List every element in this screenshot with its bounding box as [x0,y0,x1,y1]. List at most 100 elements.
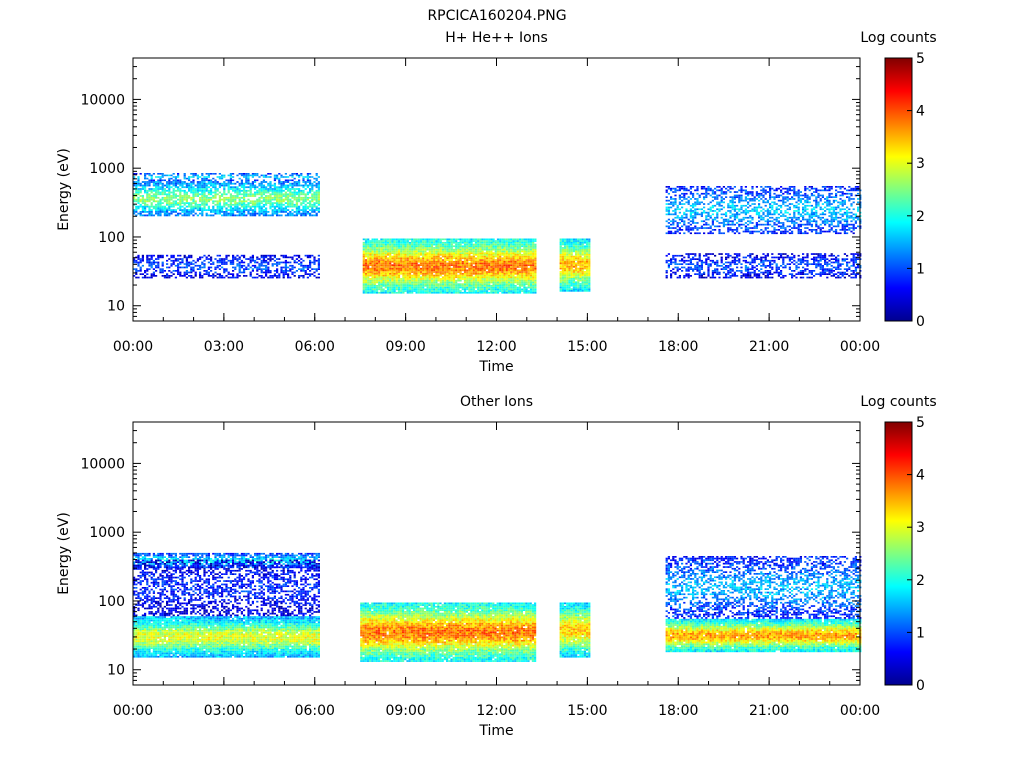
spectrogram-cell [411,254,414,256]
spectrogram-cell [670,273,673,275]
spectrogram-cell [317,254,320,257]
spectrogram-cell [148,211,151,213]
spectrogram-cell [575,266,578,268]
spectrogram-cell [470,264,473,266]
spectrogram-cell [170,211,173,213]
spectrogram-cell [441,276,445,279]
spectrogram-cell [444,266,447,268]
spectrogram-cell [192,209,195,211]
spectrogram-cell [177,202,180,204]
spectrogram-cell [284,254,287,257]
spectrogram-cell [523,283,526,285]
spectrogram-cell [568,271,571,273]
spectrogram-cell [483,266,486,268]
spectrogram-cell [265,209,268,211]
spectrogram-cell [400,248,403,251]
spectrogram-cell [369,269,372,272]
y-axis-label: Energy (eV) [56,148,72,231]
spectrogram-cell [157,181,160,183]
spectrogram-cell [251,203,254,206]
spectrogram-cell [459,259,462,261]
spectrogram-cell [435,243,438,246]
spectrogram-cell [494,274,497,277]
spectrogram-cell [194,193,197,196]
spectrogram-cell [523,278,526,280]
spectrogram-cell [284,270,287,272]
spectrogram-cell [479,264,482,266]
spectrogram-cell [575,240,578,242]
spectrogram-cell [183,177,186,180]
spectrogram-cell [448,262,451,265]
spectrogram-cell [496,286,500,289]
spectrogram-cell [386,274,390,277]
spectrogram-cell [525,286,528,289]
spectrogram-cell [586,262,589,265]
spectrogram-cell [247,211,250,213]
spectrogram-cell [559,276,562,278]
spectrogram-cell [523,247,526,249]
spectrogram-cell [430,260,434,263]
spectrogram-cell [300,268,303,270]
spectrogram-cell [444,248,447,251]
spectrogram-cell [665,191,668,193]
spectrogram-cell [474,276,478,279]
spectrogram-cell [369,241,372,244]
spectrogram-cell [393,259,396,261]
spectrogram-cell [525,247,528,249]
spectrogram-cell [382,260,385,263]
spectrogram-cell [245,214,248,217]
spectrogram-cell [433,254,436,256]
spectrogram-cell [430,286,434,289]
spectrogram-cell [373,262,376,265]
spectrogram-cell [559,252,562,254]
spectrogram-cell [192,188,195,190]
spectrogram-cell [525,274,528,277]
spectrogram-cell [196,181,199,183]
spectrogram-cell [481,264,484,266]
spectrogram-cell [188,188,191,190]
spectrogram-cell [586,252,589,254]
spectrogram-cell [179,184,182,187]
spectrogram-cell [470,248,473,251]
spectrogram-cell [179,188,182,190]
spectrogram-cell [183,207,186,210]
spectrogram-cell [499,285,502,287]
spectrogram-cell [470,276,473,279]
spectrogram-cell [441,267,445,270]
spectrogram-cell [457,255,460,258]
spectrogram-cell [472,255,475,258]
spectrogram-cell [245,266,248,269]
spectrogram-cell [503,278,506,280]
spectrogram-cell [225,196,228,199]
spectrogram-cell [485,288,489,291]
spectrogram-cell [419,262,423,265]
spectrogram-cell [386,262,390,265]
spectrogram-cell [225,256,228,259]
spectrogram-cell [496,274,500,277]
spectrogram-cell [238,261,241,264]
spectrogram-cell [371,257,374,260]
spectrogram-cell [214,211,217,213]
spectrogram-cell [146,200,149,203]
spectrogram-cell [179,273,182,275]
spectrogram-cell [177,263,180,265]
spectrogram-cell [439,259,442,261]
spectrogram-cell [227,203,230,206]
spectrogram-cell [415,271,418,273]
spectrogram-cell [466,254,469,256]
spectrogram-cell [466,281,469,284]
spectrogram-cell [249,212,252,215]
spectrogram-cell [157,266,160,269]
spectrogram-cell [400,260,403,263]
spectrogram-cell [232,195,235,197]
spectrogram-cell [159,256,162,259]
spectrogram-cell [494,290,497,292]
spectrogram-cell [212,196,215,199]
spectrogram-cell [172,202,175,204]
spectrogram-cell [496,260,500,263]
spectrogram-cell [474,281,478,284]
spectrogram-cell [564,283,567,285]
spectrogram-cell [375,278,379,280]
spectrogram-cell [317,176,320,178]
spectrogram-cell [408,245,412,248]
